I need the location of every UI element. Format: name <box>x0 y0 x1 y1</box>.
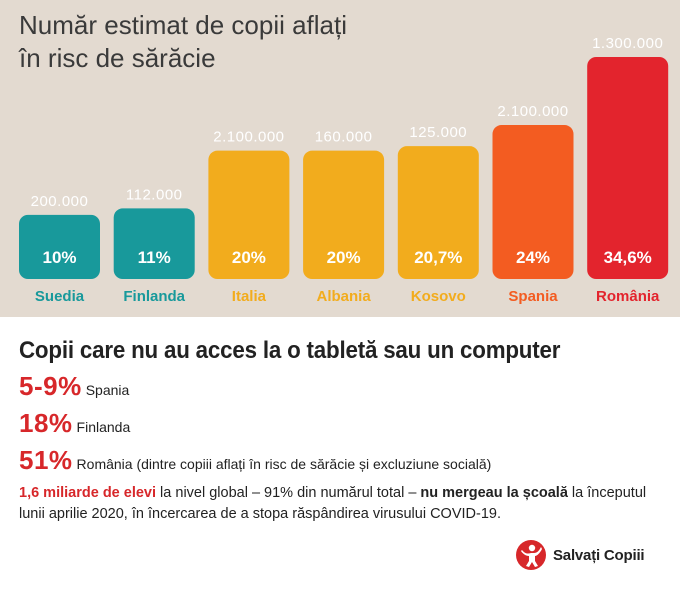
bar <box>587 57 669 279</box>
x-tick-label: România <box>596 288 660 305</box>
stat-row-romania: 51% România (dintre copiii aflați în risc… <box>19 445 491 476</box>
x-tick-label: Spania <box>508 288 558 305</box>
bar-count-label: 125.000 <box>409 124 467 141</box>
bar <box>208 150 290 279</box>
bar-value-label: 20,7% <box>414 248 462 267</box>
stat-row-spania: 5-9% Spania <box>19 371 129 402</box>
bar-value-label: 11% <box>138 248 171 267</box>
stat-percent: 18% <box>19 408 73 438</box>
bar-value-label: 34,6% <box>604 248 652 267</box>
bar <box>397 146 479 279</box>
bar <box>113 208 195 279</box>
bar-count-label: 2.100.000 <box>497 103 568 120</box>
x-tick-label: Finlanda <box>123 288 185 305</box>
bar-count-label: 160.000 <box>315 129 373 146</box>
bar-value-label: 20% <box>232 248 266 267</box>
stat-percent: 51% <box>19 445 73 475</box>
chart-panel: Număr estimat de copii aflați în risc de… <box>0 0 680 317</box>
covid-note: 1,6 miliarde de elevi la nivel global – … <box>19 483 669 525</box>
x-tick-label: Italia <box>232 288 267 305</box>
x-tick-label: Albania <box>317 288 372 305</box>
save-the-children-figure-icon <box>516 540 546 570</box>
bar-count-label: 112.000 <box>126 186 183 203</box>
note-bold: nu mergeau la școală <box>420 485 568 501</box>
x-tick-label: Kosovo <box>411 288 466 305</box>
access-section: Copii care nu au acces la o tabletă sau … <box>0 317 680 589</box>
bar <box>492 125 574 279</box>
stat-percent: 5-9% <box>19 371 82 401</box>
bar-value-label: 10% <box>42 248 76 267</box>
bar-chart: 10% 200.000 Suedia 11% 112.000 Finlanda 20% 2.1… <box>19 35 669 305</box>
stat-label: Finlanda <box>76 419 131 435</box>
bar-value-label: 20% <box>327 248 361 267</box>
note-text: la nivel global – 91% din numărul total … <box>156 485 421 501</box>
note-text-end: la începutul lunii aprilie 2020, în înce… <box>19 485 647 522</box>
chart-title: Număr estimat de copii aflați în risc de… <box>19 9 347 75</box>
chart-title-line2: în risc de sărăcie <box>19 43 216 73</box>
stat-label: Spania <box>85 382 130 398</box>
x-tick-label: Suedia <box>35 288 85 305</box>
bar-count-label: 200.000 <box>31 193 89 210</box>
stat-label: România (dintre copiii aflați în risc de… <box>76 456 492 472</box>
bar-count-label: 1.300.000 <box>592 35 663 52</box>
chart-title-line1: Număr estimat de copii aflați <box>19 10 348 40</box>
stat-row-finlanda: 18% Finlanda <box>19 408 130 439</box>
salvati-copiii-logo: Salvați Copiii <box>515 539 645 571</box>
bar-value-label: 24% <box>516 248 550 267</box>
bar <box>19 214 100 279</box>
access-section-title: Copii care nu au acces la o tabletă sau … <box>19 337 561 364</box>
bar <box>303 150 385 279</box>
bar-count-label: 2.100.000 <box>213 129 284 146</box>
note-highlight: 1,6 miliarde de elevi <box>19 485 157 501</box>
logo-text: Salvați Copiii <box>553 546 645 564</box>
